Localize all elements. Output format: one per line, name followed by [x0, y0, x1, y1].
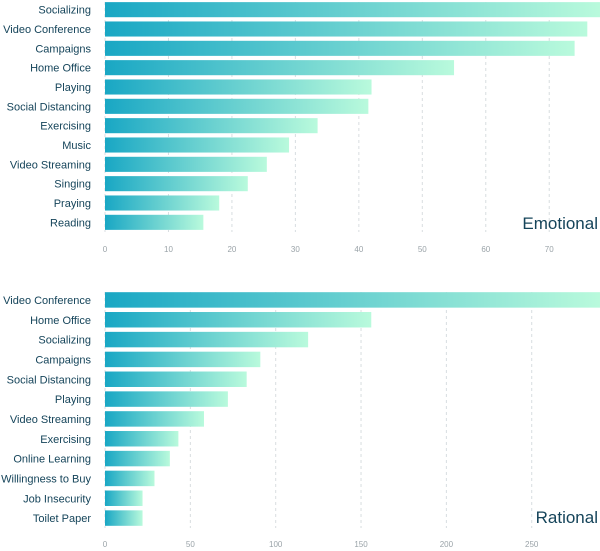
- emotional-bar-social-distancing: [105, 98, 369, 114]
- rational-category-label-home-office: Home Office: [30, 315, 91, 327]
- emotional-category-label-praying: Praying: [54, 198, 91, 210]
- emotional-tick-label-60: 60: [481, 245, 490, 254]
- emotional-bar-exercising: [105, 118, 318, 134]
- emotional-bar-playing: [105, 79, 372, 95]
- rational-tick-label-250: 250: [525, 540, 539, 549]
- rational-chart-panel: Video Conference Home Office Socializing Ca…: [1, 292, 600, 549]
- emotional-category-label-exercising: Exercising: [40, 121, 91, 133]
- rational-bar-playing: [105, 391, 228, 407]
- rational-category-label-social-distancing: Social Distancing: [7, 374, 91, 386]
- rational-bar-online-learning: [105, 450, 170, 467]
- rational-category-label-campaigns: Campaigns: [35, 354, 91, 366]
- rational-category-label-online-learning: Online Learning: [13, 454, 91, 466]
- rational-bar-socializing: [105, 331, 309, 348]
- rational-bar-social-distancing: [105, 371, 247, 387]
- emotional-bar-socializing: [105, 2, 600, 18]
- rational-bar-job-insecurity: [105, 490, 143, 506]
- rational-bar-exercising: [105, 431, 179, 447]
- emotional-bar-praying: [105, 195, 220, 211]
- emotional-category-label-campaigns: Campaigns: [35, 43, 91, 55]
- rational-bar-video-streaming: [105, 411, 204, 427]
- rational-bar-home-office: [105, 312, 372, 328]
- emotional-chart-panel: Socializing Video Conference Campaigns Home…: [3, 2, 600, 254]
- emotional-category-label-home-office: Home Office: [30, 63, 91, 75]
- rational-category-label-toilet-paper: Toilet Paper: [33, 513, 91, 525]
- emotional-category-label-video-conference: Video Conference: [3, 24, 91, 36]
- rational-category-label-video-conference: Video Conference: [3, 295, 91, 307]
- emotional-chart-title: Emotional: [522, 214, 598, 233]
- rational-category-label-video-streaming: Video Streaming: [10, 414, 91, 426]
- emotional-bar-video-conference: [105, 21, 588, 37]
- rational-tick-label-200: 200: [440, 540, 454, 549]
- rational-bar-campaigns: [105, 351, 261, 368]
- emotional-category-label-playing: Playing: [55, 82, 91, 94]
- rational-bar-willingness-to-buy: [105, 470, 155, 487]
- rational-category-label-playing: Playing: [55, 394, 91, 406]
- emotional-category-label-video-streaming: Video Streaming: [10, 159, 91, 171]
- rational-tick-label-150: 150: [354, 540, 368, 549]
- rational-tick-label-100: 100: [269, 540, 283, 549]
- emotional-tick-label-0: 0: [103, 245, 108, 254]
- emotional-tick-label-20: 20: [227, 245, 236, 254]
- rational-category-label-willingness-to-buy: Willingness to Buy: [1, 473, 91, 485]
- rational-chart-title: Rational: [536, 508, 598, 527]
- emotional-category-label-socializing: Socializing: [38, 5, 91, 17]
- emotional-bar-reading: [105, 214, 204, 230]
- emotional-bar-music: [105, 137, 290, 153]
- emotional-bar-home-office: [105, 60, 455, 76]
- rational-bar-video-conference: [105, 292, 600, 308]
- emotional-tick-label-30: 30: [291, 245, 300, 254]
- emotional-bar-singing: [105, 176, 248, 192]
- emotional-tick-label-40: 40: [354, 245, 363, 254]
- rational-category-label-socializing: Socializing: [38, 335, 91, 347]
- emotional-bar-video-streaming: [105, 156, 267, 172]
- emotional-tick-label-50: 50: [418, 245, 427, 254]
- emotional-category-label-reading: Reading: [50, 217, 91, 229]
- rational-tick-label-50: 50: [186, 540, 195, 549]
- emotional-tick-label-70: 70: [545, 245, 554, 254]
- rational-category-label-exercising: Exercising: [40, 434, 91, 446]
- emotional-category-label-singing: Singing: [54, 179, 91, 191]
- rational-tick-label-0: 0: [103, 540, 108, 549]
- emotional-bar-campaigns: [105, 40, 575, 56]
- emotional-category-label-music: Music: [62, 140, 91, 152]
- rational-bar-toilet-paper: [105, 510, 143, 526]
- rational-category-label-job-insecurity: Job Insecurity: [23, 493, 91, 505]
- emotional-tick-label-10: 10: [164, 245, 173, 254]
- emotional-category-label-social-distancing: Social Distancing: [7, 101, 91, 113]
